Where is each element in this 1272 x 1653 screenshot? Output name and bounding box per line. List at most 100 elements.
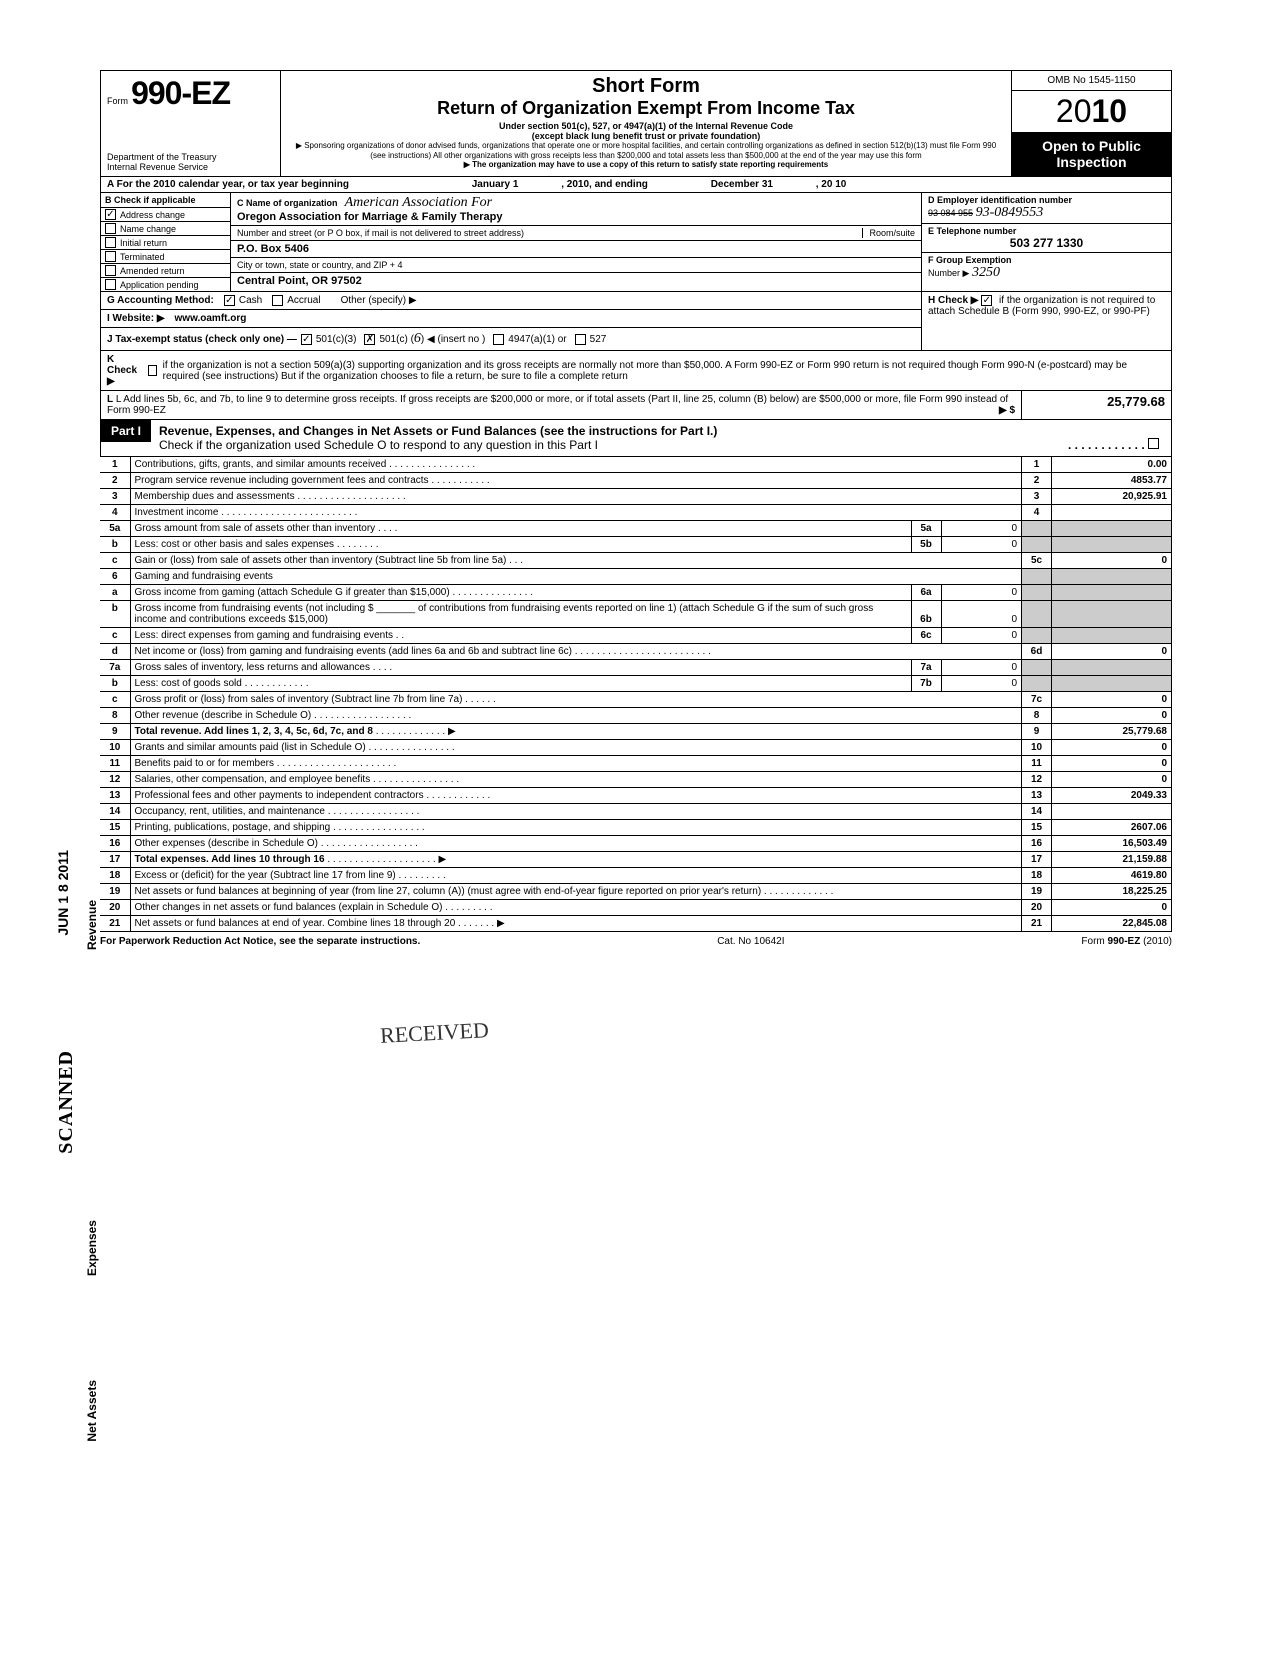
row-8: 8Other revenue (describe in Schedule O) … bbox=[100, 708, 1172, 724]
ln: 18 bbox=[1022, 868, 1052, 884]
desc: Other changes in net assets or fund bala… bbox=[130, 900, 1022, 916]
opt1: 501(c)(3) bbox=[316, 334, 357, 345]
row-21: 21Net assets or fund balances at end of … bbox=[100, 916, 1172, 932]
checkbox-527[interactable] bbox=[575, 334, 586, 345]
desc: Gross sales of inventory, less returns a… bbox=[130, 660, 1022, 676]
checkbox-501c[interactable]: ✗ bbox=[364, 334, 375, 345]
footer-left: For Paperwork Reduction Act Notice, see … bbox=[100, 936, 420, 947]
num: 2 bbox=[100, 473, 130, 489]
city-row: Central Point, OR 97502 bbox=[231, 273, 921, 289]
sub: 5b bbox=[911, 537, 941, 552]
check-label: Application pending bbox=[120, 280, 199, 290]
checkbox-icon bbox=[105, 237, 116, 248]
amt bbox=[1052, 601, 1172, 628]
check-amended[interactable]: Amended return bbox=[101, 264, 230, 278]
checkbox-k[interactable] bbox=[148, 365, 156, 376]
amt: 0 bbox=[1052, 900, 1172, 916]
num: b bbox=[100, 537, 130, 553]
line-a: A For the 2010 calendar year, or tax yea… bbox=[100, 177, 1172, 193]
form-number: 990-EZ bbox=[131, 75, 230, 111]
opt2-suffix: ) ◀ (insert no ) bbox=[421, 334, 485, 345]
ln: 20 bbox=[1022, 900, 1052, 916]
checkbox-icon bbox=[105, 223, 116, 234]
expenses-side-label: Expenses bbox=[85, 1220, 99, 1276]
amt: 4619.80 bbox=[1052, 868, 1172, 884]
header-center: Short Form Return of Organization Exempt… bbox=[281, 71, 1011, 176]
row-2: 2Program service revenue including gover… bbox=[100, 473, 1172, 489]
room-label: Room/suite bbox=[862, 228, 915, 238]
ln bbox=[1022, 585, 1052, 601]
amt: 18,225.25 bbox=[1052, 884, 1172, 900]
footer-right: Form 990-EZ (2010) bbox=[1081, 936, 1172, 947]
subtitle-3: ▶ Sponsoring organizations of donor advi… bbox=[289, 141, 1003, 160]
check-label: Terminated bbox=[120, 252, 165, 262]
checkbox-accrual[interactable] bbox=[272, 295, 283, 306]
ln: 21 bbox=[1022, 916, 1052, 932]
num: 6 bbox=[100, 569, 130, 585]
line-l-arrow: ▶ $ bbox=[999, 405, 1015, 416]
group-row: F Group Exemption Number ▶ 3250 bbox=[922, 253, 1171, 283]
desc: Gross income from gaming (attach Schedul… bbox=[130, 585, 1022, 601]
desc: Membership dues and assessments . . . . … bbox=[130, 489, 1022, 505]
ln bbox=[1022, 601, 1052, 628]
amt: 21,159.88 bbox=[1052, 852, 1172, 868]
line-j-label: J Tax-exempt status (check only one) — bbox=[107, 334, 297, 345]
desc: Gaming and fundraising events bbox=[130, 569, 1022, 585]
row-13: 13Professional fees and other payments t… bbox=[100, 788, 1172, 804]
subval: 0 bbox=[941, 676, 1021, 691]
tax-year: 2010 bbox=[1012, 91, 1171, 132]
num: b bbox=[100, 676, 130, 692]
col-b-header: B Check if applicable bbox=[101, 193, 230, 208]
header-right: OMB No 1545-1150 2010 Open to Public Ins… bbox=[1011, 71, 1171, 176]
row-12: 12Salaries, other compensation, and empl… bbox=[100, 772, 1172, 788]
num: 19 bbox=[100, 884, 130, 900]
row-9: 9Total revenue. Add lines 1, 2, 3, 4, 5c… bbox=[100, 724, 1172, 740]
check-address-change[interactable]: ✓Address change bbox=[101, 208, 230, 222]
num: 16 bbox=[100, 836, 130, 852]
checkbox-4947[interactable] bbox=[493, 334, 504, 345]
ln: 8 bbox=[1022, 708, 1052, 724]
checkbox-h[interactable]: ✓ bbox=[981, 295, 992, 306]
num: c bbox=[100, 692, 130, 708]
ln: 19 bbox=[1022, 884, 1052, 900]
desc: Excess or (deficit) for the year (Subtra… bbox=[130, 868, 1022, 884]
row-5a: 5aGross amount from sale of assets other… bbox=[100, 521, 1172, 537]
desc: Other expenses (describe in Schedule O) … bbox=[130, 836, 1022, 852]
ln: 1 bbox=[1022, 457, 1052, 473]
checkbox-schedule-o[interactable] bbox=[1148, 438, 1159, 449]
line-a-mid: , 2010, and ending bbox=[561, 179, 648, 190]
ln: 16 bbox=[1022, 836, 1052, 852]
desc: Occupancy, rent, utilities, and maintena… bbox=[130, 804, 1022, 820]
amt bbox=[1052, 804, 1172, 820]
year-suffix: 10 bbox=[1092, 93, 1128, 129]
number-label: Number ▶ bbox=[928, 268, 969, 278]
line-a-dec: December 31 bbox=[711, 179, 773, 190]
desc: Printing, publications, postage, and shi… bbox=[130, 820, 1022, 836]
check-terminated[interactable]: Terminated bbox=[101, 250, 230, 264]
desc: Net income or (loss) from gaming and fun… bbox=[130, 644, 1022, 660]
checkbox-501c3[interactable]: ✓ bbox=[301, 334, 312, 345]
subval: 0 bbox=[941, 601, 1021, 627]
row-6c: cLess: direct expenses from gaming and f… bbox=[100, 628, 1172, 644]
amt: 16,503.49 bbox=[1052, 836, 1172, 852]
line-j: J Tax-exempt status (check only one) — ✓… bbox=[101, 328, 921, 350]
form-label: Form bbox=[107, 96, 128, 106]
amt: 0.00 bbox=[1052, 457, 1172, 473]
line-k-text: if the organization is not a section 509… bbox=[163, 360, 1165, 382]
opt3: 4947(a)(1) or bbox=[508, 334, 566, 345]
line-g: G Accounting Method: ✓ Cash Accrual Othe… bbox=[101, 292, 921, 310]
check-pending[interactable]: Application pending bbox=[101, 278, 230, 291]
num: b bbox=[100, 601, 130, 628]
row-4: 4Investment income . . . . . . . . . . .… bbox=[100, 505, 1172, 521]
sub: 6c bbox=[911, 628, 941, 643]
desc: Total expenses. Add lines 10 through 16 … bbox=[130, 852, 1022, 868]
sub: 5a bbox=[911, 521, 941, 536]
num: 20 bbox=[100, 900, 130, 916]
row-6d: dNet income or (loss) from gaming and fu… bbox=[100, 644, 1172, 660]
accrual-label: Accrual bbox=[287, 295, 320, 306]
checkbox-cash[interactable]: ✓ bbox=[224, 295, 235, 306]
check-initial-return[interactable]: Initial return bbox=[101, 236, 230, 250]
check-name-change[interactable]: Name change bbox=[101, 222, 230, 236]
amt bbox=[1052, 537, 1172, 553]
subtitle-2: (except black lung benefit trust or priv… bbox=[289, 131, 1003, 141]
